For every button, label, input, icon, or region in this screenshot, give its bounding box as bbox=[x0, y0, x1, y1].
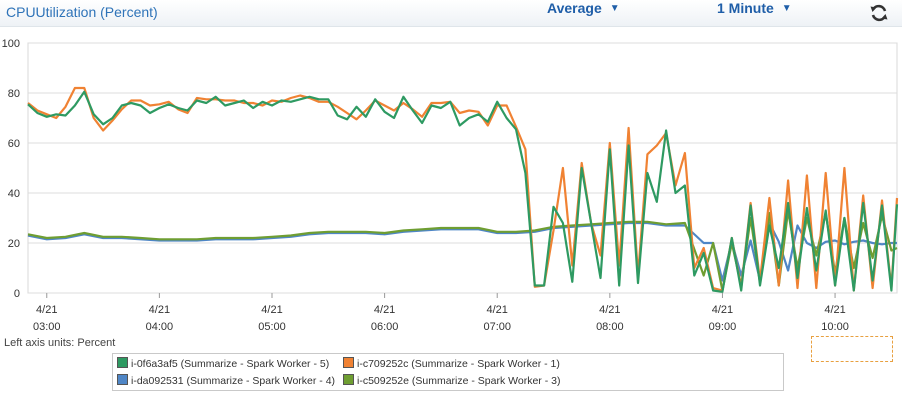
y-tick-label: 20 bbox=[8, 238, 20, 250]
legend-label: i-c709252c (Summarize - Spark Worker - 1… bbox=[357, 358, 560, 370]
x-tick-time: 05:00 bbox=[258, 321, 286, 333]
y-tick-label: 100 bbox=[2, 38, 20, 50]
x-tick-date: 4/21 bbox=[149, 304, 170, 316]
refresh-icon bbox=[870, 4, 888, 22]
chevron-down-icon: ▼ bbox=[781, 3, 792, 14]
x-tick-date: 4/21 bbox=[599, 304, 620, 316]
x-tick-date: 4/21 bbox=[374, 304, 395, 316]
x-tick-time: 04:00 bbox=[146, 321, 174, 333]
x-tick-time: 07:00 bbox=[483, 321, 511, 333]
y-tick-label: 60 bbox=[8, 138, 20, 150]
x-tick-time: 08:00 bbox=[596, 321, 624, 333]
plot-area bbox=[27, 42, 898, 294]
chevron-down-icon: ▼ bbox=[609, 3, 620, 14]
legend-label: i-0f6a3af5 (Summarize - Spark Worker - 5… bbox=[131, 358, 330, 370]
legend-swatch bbox=[343, 374, 354, 385]
x-tick-date: 4/21 bbox=[712, 304, 733, 316]
x-tick-date: 4/21 bbox=[36, 304, 57, 316]
x-tick-time: 03:00 bbox=[33, 321, 61, 333]
selection-placeholder bbox=[811, 336, 893, 362]
period-dropdown[interactable]: 1 Minute ▼ bbox=[717, 0, 792, 16]
y-tick-label: 40 bbox=[8, 188, 20, 200]
y-tick-label: 0 bbox=[14, 288, 20, 300]
legend-swatch bbox=[117, 374, 128, 385]
legend-swatch bbox=[343, 357, 354, 368]
statistic-dropdown[interactable]: Average ▼ bbox=[547, 0, 620, 16]
legend-swatch bbox=[117, 357, 128, 368]
x-tick-time: 06:00 bbox=[371, 321, 399, 333]
series-line-1 bbox=[27, 90, 899, 293]
legend: i-0f6a3af5 (Summarize - Spark Worker - 5… bbox=[112, 353, 784, 391]
chart-header: CPUUtilization (Percent) Average ▼ 1 Minu… bbox=[0, 0, 902, 27]
legend-item[interactable]: i-c709252c (Summarize - Spark Worker - 1… bbox=[343, 357, 560, 370]
x-tick-date: 4/21 bbox=[261, 304, 282, 316]
statistic-value: Average bbox=[547, 0, 602, 16]
axis-units-label: Left axis units: Percent bbox=[4, 337, 116, 349]
x-tick-date: 4/21 bbox=[824, 304, 845, 316]
chart-title: CPUUtilization (Percent) bbox=[6, 4, 158, 20]
legend-label: i-c509252e (Summarize - Spark Worker - 3… bbox=[357, 375, 561, 387]
x-tick-time: 10:00 bbox=[821, 321, 849, 333]
x-tick-date: 4/21 bbox=[487, 304, 508, 316]
cpu-utilization-chart: 0 20 40 60 80 100 4/21 03:00 4/21 04:00 4/21 05:00 4… bbox=[2, 38, 899, 333]
legend-item[interactable]: i-0f6a3af5 (Summarize - Spark Worker - 5… bbox=[117, 357, 329, 370]
refresh-button[interactable] bbox=[868, 2, 890, 24]
legend-item[interactable]: i-da092531 (Summarize - Spark Worker - 4… bbox=[117, 374, 335, 387]
x-tick-time: 09:00 bbox=[709, 321, 737, 333]
legend-item[interactable]: i-c509252e (Summarize - Spark Worker - 3… bbox=[343, 374, 560, 387]
y-tick-label: 80 bbox=[8, 88, 20, 100]
series-line-2 bbox=[27, 86, 899, 292]
period-value: 1 Minute bbox=[717, 0, 774, 16]
legend-label: i-da092531 (Summarize - Spark Worker - 4… bbox=[131, 375, 336, 387]
